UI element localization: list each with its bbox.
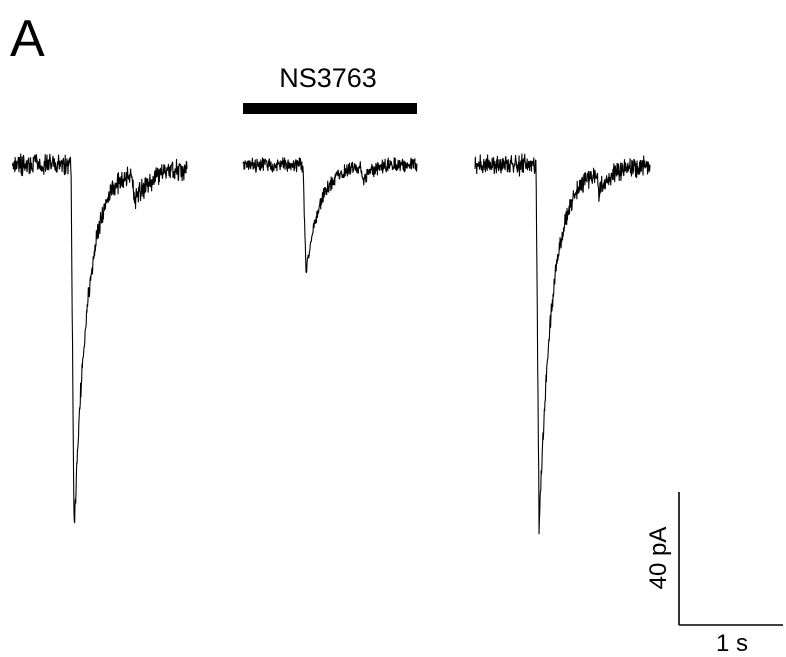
current-trace-ns3763 [242, 157, 418, 274]
scale-bar: 40 pA 1 s [645, 492, 783, 657]
trace-control [11, 153, 188, 524]
scale-bar-current-label: 40 pA [645, 527, 672, 590]
drug-application-bar [243, 103, 417, 114]
panel-label: A [10, 10, 45, 68]
trace-ns3763 [242, 157, 418, 274]
current-trace-washout [474, 153, 651, 535]
drug-label: NS3763 [279, 63, 377, 93]
trace-washout [474, 153, 651, 535]
current-trace-control [11, 153, 188, 524]
scale-bar-time-label: 1 s [716, 630, 748, 657]
